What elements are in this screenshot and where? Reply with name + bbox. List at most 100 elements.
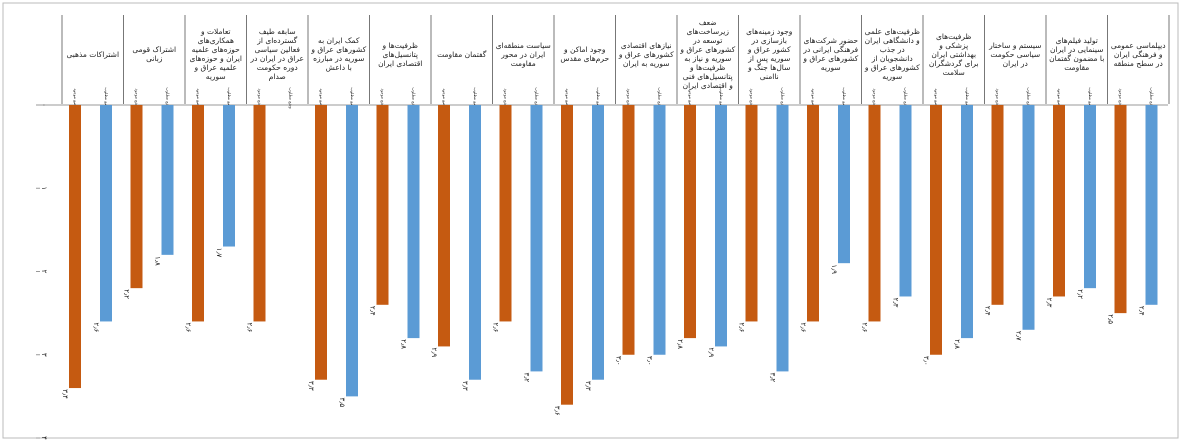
value-label: ۲٫۲ <box>1076 289 1084 299</box>
bar <box>376 105 389 305</box>
value-label: ۲٫۴ <box>1138 306 1146 316</box>
value-label: ۲٫۶ <box>861 323 869 333</box>
series-label: وضع مطلوب <box>350 87 355 108</box>
bar <box>1084 105 1096 289</box>
category-header: دیپلماسی عمومی و فرهنگی ایران در سطح منط… <box>1110 40 1166 68</box>
series-label: وضع موجود <box>442 88 447 107</box>
series-label: وضع مطلوب <box>658 87 663 108</box>
category-header: ظرفیت‌های پزشکی و بهداشتی ایران برای گرد… <box>928 31 979 77</box>
value-label: ۳٫۰ <box>646 356 654 366</box>
bar <box>653 105 666 355</box>
bar <box>223 105 235 247</box>
value-label: ۱٫۷ <box>215 248 223 258</box>
value-label: ۲٫۸ <box>676 339 684 349</box>
bar <box>1022 105 1035 330</box>
value-label: ۲٫۷ <box>1015 331 1023 341</box>
series-label: وضع موجود <box>319 88 324 107</box>
value-label: ۳٫۵ <box>338 397 346 407</box>
value-label: ۲٫۳ <box>892 298 900 308</box>
series-label: وضع موجود <box>688 88 693 107</box>
category-header: تعاملات و همکاری‌های حوزه‌های علمیه ایرا… <box>189 27 242 81</box>
series-label: وضع مطلوب <box>535 87 540 108</box>
bar <box>1053 105 1065 297</box>
bar <box>776 105 789 372</box>
series-label: وضع موجود <box>750 88 755 107</box>
category-header: نیازهای اقتصادی کشورهای عراق و سوریه به … <box>618 40 674 68</box>
category-header: ضعف زیرساخت‌های توسعه در کشورهای عراق و … <box>680 18 736 90</box>
category-header: سیستم و ساختار سیاسی حکومت در ایران <box>989 40 1042 68</box>
category-header: ظرفیت‌های علمی و دانشگاهی ایران در جذب د… <box>864 27 920 81</box>
value-label: ۲٫۶ <box>492 323 500 333</box>
value-label: ۳٫۲ <box>523 373 531 383</box>
series-label: وضع مطلوب <box>1088 87 1093 108</box>
y-tick-label: ۰ <box>40 103 48 107</box>
value-label: ۲٫۸ <box>953 339 961 349</box>
series-label: وضع موجود <box>873 88 878 107</box>
series-label: وضع مطلوب <box>412 87 417 108</box>
bar <box>100 105 112 322</box>
bar <box>499 105 512 322</box>
value-label: ۳٫۲ <box>769 373 777 383</box>
bar <box>130 105 143 289</box>
bar <box>592 105 604 380</box>
category-header: سیاست منطقه‌ای ایران در محور مقاومت <box>495 40 551 68</box>
bar <box>715 105 727 347</box>
value-label: ۳٫۴ <box>61 389 69 399</box>
bar <box>1145 105 1158 305</box>
value-label: ۱٫۹ <box>830 264 838 274</box>
value-label: ۳٫۳ <box>307 381 315 391</box>
series-label: وضع موجود <box>627 88 632 107</box>
category-header: وجود اماکن و حرم‌های مقدس <box>560 45 610 63</box>
category-header: تولید فیلم‌های سینمایی در ایران با مضمون… <box>1049 36 1105 72</box>
bar <box>807 105 819 322</box>
series-label: وضع مطلوب <box>1027 87 1032 108</box>
series-label: وضع موجود <box>258 88 263 107</box>
category-header: کمک ایران به کشورهای عراق و سوریه در مبا… <box>311 36 367 72</box>
bar <box>1114 105 1127 314</box>
series-label: وضع مطلوب <box>965 87 970 108</box>
bar <box>69 105 81 389</box>
bar <box>868 105 881 322</box>
series-label: وضع موجود <box>1119 88 1124 107</box>
value-label: ۲٫۹ <box>430 348 438 358</box>
bar <box>530 105 543 372</box>
value-label: ۲٫۴ <box>984 306 992 316</box>
series-label: وضع مطلوب <box>842 87 847 108</box>
series-label: وضع موجود <box>934 88 939 107</box>
series-label: وضع مطلوب <box>904 87 909 108</box>
series-label: وضع موجود <box>381 88 386 107</box>
value-label: ۳٫۰ <box>922 356 930 366</box>
bar <box>315 105 327 380</box>
bar <box>930 105 942 355</box>
series-label: وضع مطلوب <box>1150 87 1155 108</box>
series-label: وضع موجود <box>811 88 816 107</box>
series-label: وضع موجود <box>504 88 509 107</box>
value-label: ۲٫۲ <box>123 289 131 299</box>
value-label: ۳٫۳ <box>461 381 469 391</box>
value-label: ۲٫۶ <box>738 323 746 333</box>
bar <box>407 105 420 339</box>
series-label: وضع مطلوب <box>104 87 109 108</box>
bar <box>192 105 204 322</box>
y-tick-label: ۴ <box>40 436 48 440</box>
value-label: ۲٫۶ <box>246 323 254 333</box>
category-header: حضور شرکت‌های فرهنگی ایرانی در کشورهای ع… <box>803 36 859 72</box>
value-label: ۳٫۶ <box>553 406 561 416</box>
series-label: وضع مطلوب <box>596 87 601 108</box>
value-label: ۲٫۸ <box>400 339 408 349</box>
value-label: ۲٫۴ <box>369 306 377 316</box>
bar <box>253 105 266 322</box>
series-label: وضع موجود <box>73 88 78 107</box>
bar <box>622 105 635 355</box>
y-tick-label: ۲ <box>40 270 48 274</box>
bar <box>838 105 850 264</box>
series-label: وضع مطلوب <box>719 87 724 108</box>
value-label: ۲٫۶ <box>799 323 807 333</box>
category-header: گفتمان مقاومت <box>437 49 487 59</box>
bar <box>899 105 912 297</box>
value-label: ۲٫۹ <box>707 348 715 358</box>
value-label: ۲٫۵ <box>1107 314 1115 324</box>
